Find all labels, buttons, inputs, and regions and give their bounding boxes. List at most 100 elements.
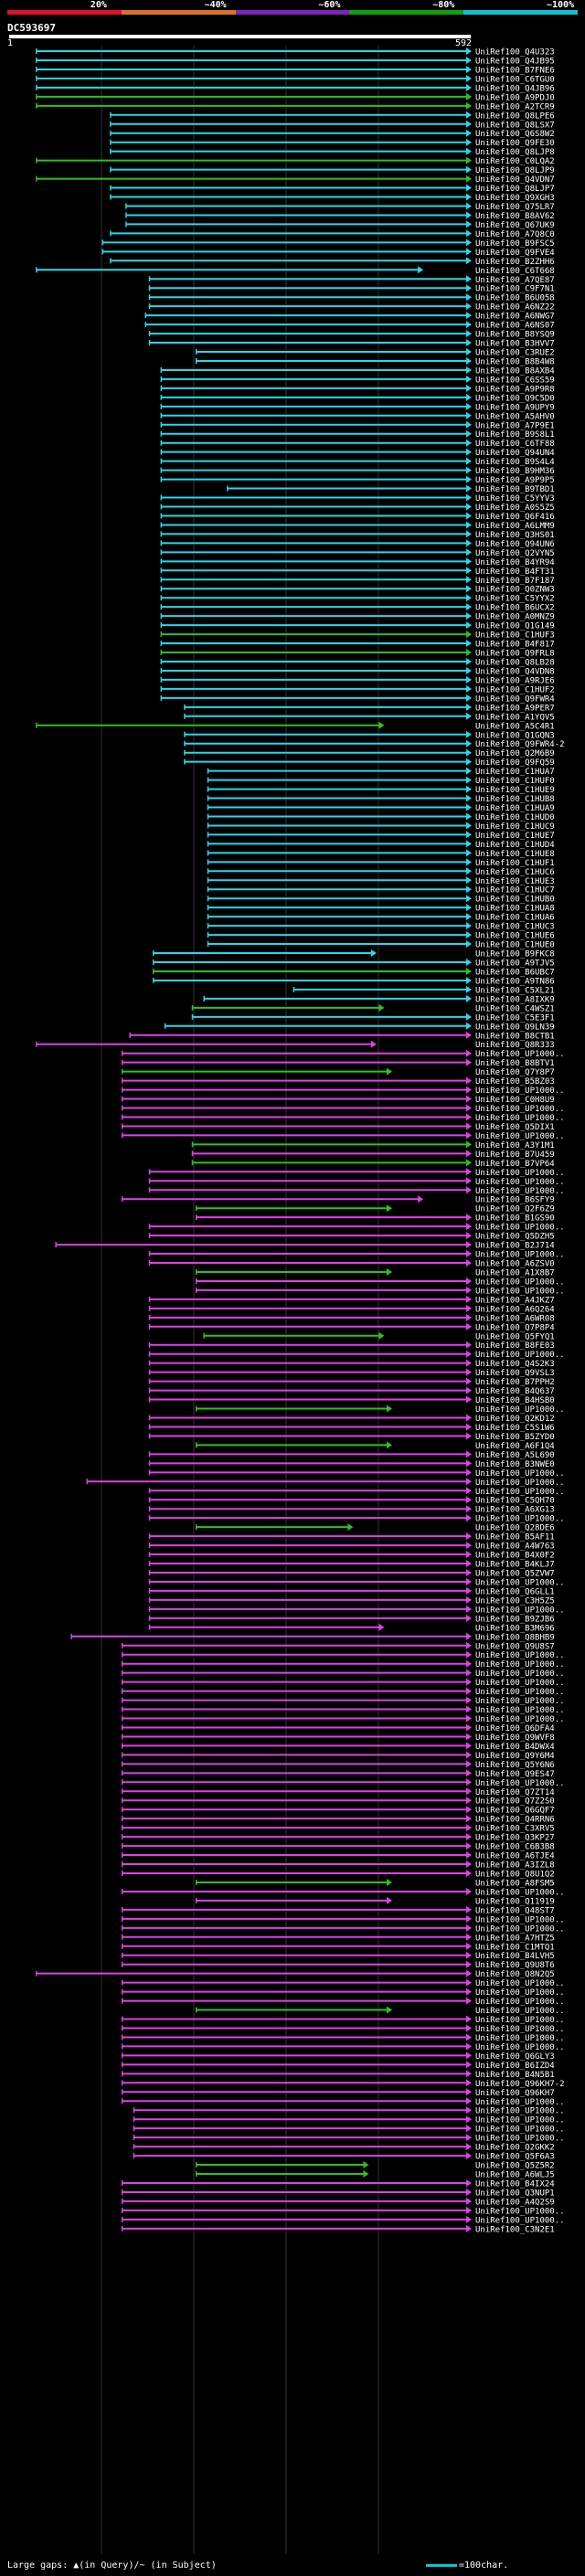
hit-label: UniRef100_C5YYV3 <box>475 494 555 504</box>
hit-arrow <box>466 1031 472 1039</box>
hit-row: UniRef100_Q9U8T6 <box>121 1960 555 1970</box>
hit-row: UniRef100_UP1000.. <box>121 1705 565 1715</box>
hit-row: UniRef100_A4W763 <box>148 1542 555 1552</box>
hit-label: UniRef100_C1HUE3 <box>475 877 555 886</box>
hit-label: UniRef100_Q5DZH5 <box>475 1233 555 1242</box>
hit-label: UniRef100_C1HUC6 <box>475 868 555 877</box>
hit-row: UniRef100_C5YYV3 <box>160 493 555 504</box>
hit-arrow <box>418 1195 424 1203</box>
hit-label: UniRef100_Q9ES47 <box>475 1770 555 1779</box>
hit-row: UniRef100_Q5DIX1 <box>121 1122 555 1132</box>
hit-arrow <box>466 1232 472 1240</box>
hit-arrow <box>466 1870 472 1877</box>
hit-row: UniRef100_Q94UN6 <box>160 539 555 549</box>
hit-label: UniRef100_UP1000.. <box>475 1715 565 1724</box>
hit-arrow <box>466 1778 472 1786</box>
hit-row: UniRef100_Q4U323 <box>36 48 555 58</box>
hit-arrow <box>466 1241 472 1249</box>
hit-label: UniRef100_UP1000.. <box>475 2025 565 2034</box>
hit-label: UniRef100_A6WLJ5 <box>475 2171 555 2180</box>
hit-label: UniRef100_B6UCX2 <box>475 604 555 613</box>
hit-label: UniRef100_Q48ST7 <box>475 1906 555 1915</box>
hit-row: UniRef100_UP1000.. <box>148 1487 565 1497</box>
hit-label: UniRef100_B8AV62 <box>475 212 555 221</box>
hit-arrow <box>466 366 472 374</box>
hit-row: UniRef100_B9HM36 <box>160 466 555 476</box>
hit-arrow <box>466 2015 472 2023</box>
hit-row: UniRef100_Q8LB28 <box>160 657 555 667</box>
hit-arrow <box>466 1723 472 1732</box>
hit-arrow <box>466 165 472 174</box>
hit-label: UniRef100_Q11919 <box>475 1897 555 1906</box>
hit-arrow <box>466 393 472 401</box>
hit-label: UniRef100_Q8U1Q2 <box>475 1871 555 1880</box>
hit-label: UniRef100_Q4U323 <box>475 48 555 58</box>
hit-label: UniRef100_UP1000.. <box>475 1679 565 1688</box>
hit-arrow <box>466 557 472 566</box>
hit-row: UniRef100_Q9Y6M4 <box>121 1751 555 1761</box>
hit-arrow <box>466 2197 472 2205</box>
hit-arrow <box>378 721 385 729</box>
hit-label: UniRef100_Q5DIX1 <box>475 1123 555 1132</box>
hit-label: UniRef100_UP1000.. <box>475 1277 565 1287</box>
hit-label: UniRef100_Q3KP27 <box>475 1834 555 1843</box>
hit-label: UniRef100_C1HUB0 <box>475 896 555 905</box>
hit-label: UniRef100_C5YYX2 <box>475 595 555 604</box>
hit-row: UniRef100_UP1000.. <box>121 1988 565 1998</box>
hit-row: UniRef100_Q2GKK2 <box>133 2143 555 2153</box>
hit-arrow <box>386 2006 392 2014</box>
hit-label: UniRef100_C4WSZ1 <box>475 1004 555 1013</box>
hit-label: UniRef100_A1YQV5 <box>475 713 555 722</box>
hit-label: UniRef100_Q6GLY3 <box>475 2052 555 2062</box>
hit-arrow <box>466 1104 472 1112</box>
hit-row: UniRef100_Q3HS01 <box>160 530 555 540</box>
hit-row: UniRef100_B7U459 <box>191 1150 555 1160</box>
hit-arrow <box>466 302 472 311</box>
hit-row: UniRef100_UP1000.. <box>121 1049 565 1059</box>
hit-row: UniRef100_C1HUF1 <box>207 858 555 868</box>
hit-row: UniRef100_B1GS90 <box>195 1214 555 1224</box>
hit-arrow <box>466 1560 472 1568</box>
hit-arrow <box>466 1368 472 1376</box>
hit-arrow <box>466 48 472 55</box>
hit-arrow <box>466 2088 472 2096</box>
hit-arrow <box>466 1942 472 1950</box>
hit-row: UniRef100_UP1000.. <box>148 1468 565 1479</box>
hit-label: UniRef100_C1HUA7 <box>475 768 555 777</box>
hit-label: UniRef100_B4YR94 <box>475 558 555 567</box>
axis-start-label: 1 <box>7 38 14 48</box>
hit-label: UniRef100_C5S1W6 <box>475 1424 555 1433</box>
hit-row: UniRef100_Q2F6Z9 <box>195 1204 555 1214</box>
hit-label: UniRef100_UP1000.. <box>475 1488 565 1497</box>
hit-arrow <box>466 640 472 648</box>
hit-row: UniRef100_A5AHV0 <box>160 411 555 421</box>
hit-label: UniRef100_UP1000.. <box>475 1979 565 1988</box>
hit-row: UniRef100_C3RUE2 <box>195 348 555 358</box>
hit-arrow <box>466 74 472 82</box>
hit-arrow <box>466 1751 472 1759</box>
hit-label: UniRef100_UP1000.. <box>475 1469 565 1479</box>
hit-arrow <box>466 1377 472 1385</box>
hit-label: UniRef100_UP1000.. <box>475 1888 565 1897</box>
hit-row: UniRef100_A6XG13 <box>148 1505 555 1515</box>
hit-row: UniRef100_Q5F6A3 <box>133 2152 555 2162</box>
hit-row: UniRef100_C1HUE6 <box>207 931 555 941</box>
hit-arrow <box>466 967 472 975</box>
hit-row: UniRef100_A6WLJ5 <box>195 2170 555 2180</box>
hit-label: UniRef100_B5ZYD0 <box>475 1433 555 1442</box>
hit-arrow <box>466 1988 472 1996</box>
axis-end-label: 592 <box>455 38 473 48</box>
legend-label: 20% <box>90 0 107 10</box>
hit-arrow <box>466 2024 472 2032</box>
hit-label: UniRef100_A8FSM5 <box>475 1879 555 1888</box>
hit-label: UniRef100_C1HUC7 <box>475 886 555 896</box>
hit-row: UniRef100_UP1000.. <box>121 2015 565 2025</box>
hit-label: UniRef100_B4KLJ7 <box>475 1561 555 1570</box>
hit-label: UniRef100_UP1000.. <box>475 2034 565 2043</box>
hit-row: UniRef100_UP1000.. <box>148 1168 565 1178</box>
hit-arrow <box>466 1842 472 1850</box>
hit-row: UniRef100_UP1000.. <box>121 2033 565 2043</box>
hit-row: UniRef100_C1MTQ1 <box>121 1942 555 1952</box>
hit-arrow <box>466 193 472 201</box>
hit-label: UniRef100_A6WR08 <box>475 1314 555 1323</box>
